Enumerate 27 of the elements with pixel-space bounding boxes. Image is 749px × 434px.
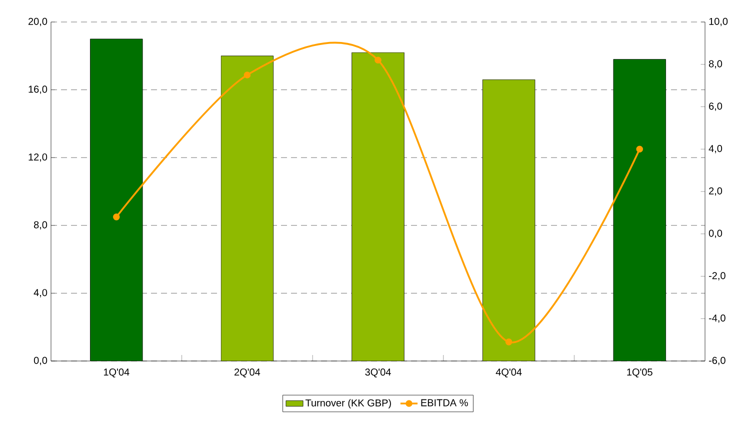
y-tick-label: 16,0: [28, 86, 48, 94]
y-tick-label: 4,0: [34, 289, 48, 298]
point: [374, 56, 382, 64]
x-tick-label: 2Q'04: [234, 368, 260, 378]
x-tick-label: 1Q'04: [104, 368, 130, 378]
y2-tick-label: 8,0: [708, 60, 722, 69]
y2-tick-label: 2,0: [709, 187, 722, 196]
point: [113, 214, 120, 220]
point: [636, 146, 644, 153]
y-tick-label: 20,0: [28, 18, 48, 26]
y2-tick-label: 4,0: [708, 144, 722, 154]
x-tick-label: 3Q'04: [365, 368, 391, 378]
y-tick-label: 8,0: [34, 221, 48, 230]
y2-tick-label: 10,0: [709, 18, 728, 26]
x-tick-label: 4Q'04: [496, 368, 522, 378]
point: [505, 338, 512, 346]
y-tick-label: 0,0: [34, 356, 48, 366]
x-tick-label: 1Q'05: [627, 368, 652, 378]
y2-tick-label: 6,0: [709, 102, 722, 111]
y-tick-label: 12,0: [28, 153, 48, 162]
legend-label: EBITDA %: [421, 399, 468, 406]
y2-tick-label: 0,0: [708, 230, 722, 238]
point: [244, 72, 251, 78]
y2-tick-label: -6,0: [708, 356, 726, 366]
legend-label: Turnover (KK GBP): [305, 399, 391, 408]
y2-tick-label: -4,0: [708, 314, 726, 323]
y2-tick-label: -2,0: [708, 272, 726, 280]
